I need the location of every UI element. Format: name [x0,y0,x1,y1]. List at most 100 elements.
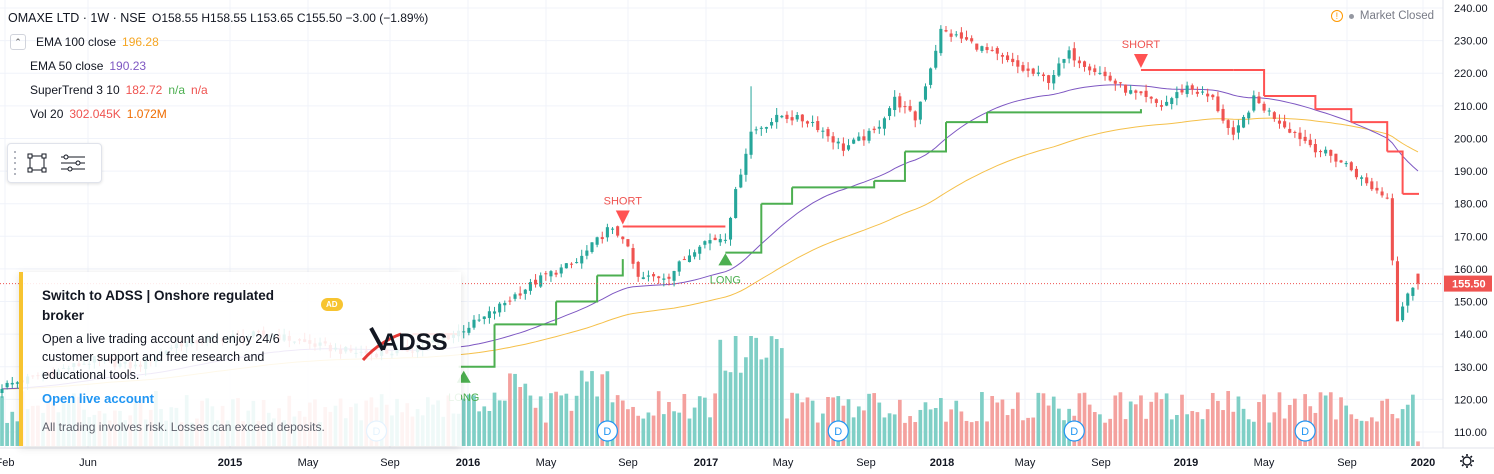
candle-body [487,311,491,318]
candle-body [1313,144,1317,153]
long-signal-arrow [718,253,733,266]
candle-body [703,241,707,245]
candle-body [528,282,532,291]
volume-bar [851,417,856,446]
open-live-account-link[interactable]: Open live account [42,391,154,406]
volume-bar [461,398,466,446]
y-tick-label: 110.00 [1454,427,1487,439]
volume-bar [944,421,948,446]
gear-tooth [1469,463,1473,467]
ad-disclaimer: All trading involves risk. Losses can ex… [42,420,325,434]
volume-bar [1041,393,1046,446]
candle-body [1318,151,1323,153]
dividend-marker-label: D [1070,426,1078,438]
symbol-title[interactable]: OMAXE LTD · 1W · NSE [8,11,146,25]
volume-bar [1216,400,1220,446]
volume-bar [626,409,630,446]
indicator-volume[interactable]: Vol 20 302.045K 1.072M [8,102,428,126]
volume-bar [1082,392,1087,446]
candle-body [677,261,681,272]
candle-body [590,242,594,252]
volume-bar [749,336,753,446]
volume-bar [1221,410,1225,446]
candle-body [1021,65,1025,71]
candle-body [1057,63,1061,76]
volume-bar [831,397,835,446]
volume-bar [908,416,912,446]
candle-body [467,327,471,333]
volume-bar [482,406,487,446]
volume-bar [513,373,517,446]
candle-body [713,237,717,241]
indicator-name: EMA 50 close [30,59,104,73]
supertrend-segment [556,275,599,303]
candle-body [605,227,609,238]
volume-bar [1005,415,1010,446]
volume-bar [1251,421,1256,446]
candle-body [1165,101,1169,106]
volume-bar [477,411,481,446]
y-tick-label: 210.00 [1454,101,1488,113]
symbol-row: OMAXE LTD · 1W · NSE O158.55 H158.55 L15… [8,6,428,30]
candle-body [569,263,574,265]
ad-title: Switch to ADSS | Onshore regulated broke… [42,288,275,323]
drag-handle-icon[interactable] [11,151,19,175]
volume-bar [1046,405,1051,446]
candle-body [872,128,876,131]
volume-bar [1349,414,1354,446]
settings-tool-button[interactable] [55,145,91,181]
volume-bar [620,400,625,446]
candle-body [492,311,497,314]
candle-body [934,50,938,68]
candle-body [559,267,563,274]
candle-body [513,294,517,299]
candle-body [995,48,999,54]
rectangle-tool-button[interactable] [19,145,55,181]
candle-body [554,272,558,275]
candle-body [564,263,568,269]
candle-body [775,114,779,123]
volume-bar [502,400,507,446]
volume-bar [1364,421,1369,446]
candle-body [1154,99,1158,103]
candle-body [980,46,984,51]
candle-body [749,131,753,155]
candle-body [1288,128,1292,133]
candle-body [1242,116,1246,128]
volume-bar [1180,394,1184,446]
volume-bar [605,371,610,446]
indicator-ema100[interactable]: ⌃ EMA 100 close 196.28 [8,30,428,54]
candle-body [882,118,886,129]
y-tick-label: 190.00 [1454,166,1488,178]
y-tick-label: 200.00 [1454,133,1488,145]
volume-bar [1328,392,1333,446]
candle-body [1216,96,1220,112]
supertrend-segment [1351,121,1389,152]
candle-body [795,114,799,120]
settings-gear-icon[interactable] [1460,454,1474,468]
volume-bar [1411,394,1415,446]
candle-body [523,289,527,294]
volume-bar [1231,411,1236,446]
volume-bar [472,395,476,446]
volume-bar [1354,418,1359,446]
volume-bar [656,391,661,446]
ad-banner[interactable]: Switch to ADSS | Onshore regulated broke… [19,272,461,446]
candle-body [503,302,507,306]
candle-body [1349,162,1353,171]
volume-bar [795,393,800,446]
volume-bar [1123,419,1128,446]
volume-bar [954,400,959,446]
candle-body [1108,75,1112,81]
indicator-ema50[interactable]: EMA 50 close 190.23 [8,54,428,78]
chevron-up-icon[interactable]: ⌃ [10,34,26,50]
candle-body [1006,55,1010,61]
candle-body [708,240,712,244]
dividend-marker: D [827,420,849,442]
volume-bar [687,418,692,446]
volume-bar [1344,405,1349,446]
candle-body [575,262,579,264]
volume-bar [1154,392,1159,446]
indicator-supertrend[interactable]: SuperTrend 3 10 182.72 n/a n/a [8,78,428,102]
